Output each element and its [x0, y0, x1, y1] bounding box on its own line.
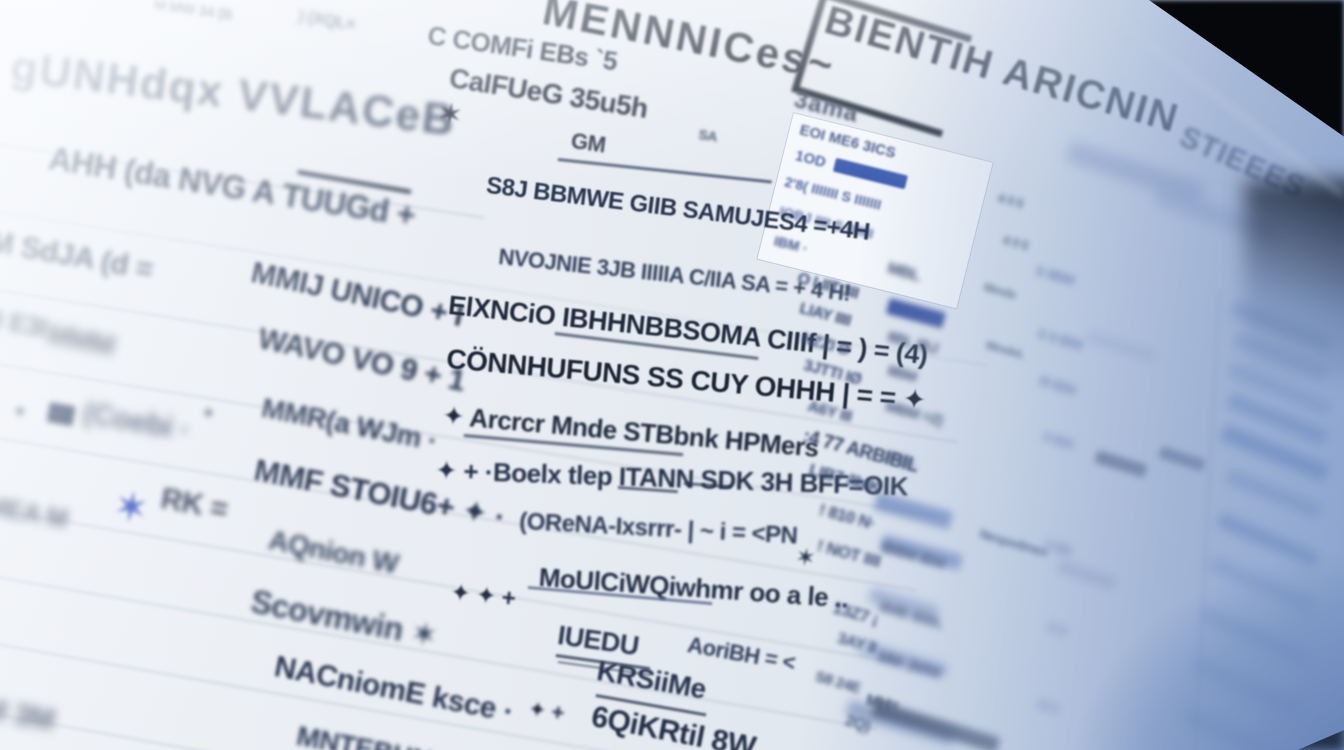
garbled-row: MMR(a WJm · — [259, 392, 440, 457]
blur-bar — [1199, 606, 1311, 667]
garbled-row: WAVO VO 9 + 1 — [255, 322, 468, 399]
garbled-list-row: S8 24E — [813, 668, 863, 698]
garbled-title-left: gUNHdqx VVLACeB — [8, 42, 459, 146]
garbled-token: 4 0 li — [996, 190, 1026, 212]
garbled-row: AQnion W — [266, 524, 401, 580]
garbled-value: III IBM — [1037, 372, 1079, 399]
garbled-label: MmdeL — [984, 338, 1027, 362]
garbled-row: CaIFUeG 35u5h — [447, 62, 650, 124]
star-icon: ✶ — [793, 542, 818, 573]
garbled-value: S IIBM — [1033, 262, 1077, 289]
garbled-row: AHH (da NVG A TUUGd + — [46, 140, 418, 234]
bezel-edge-fade — [1244, 180, 1344, 380]
ink-smear-bar — [1094, 450, 1148, 478]
garbled-fragment: RK = — [158, 482, 231, 527]
garbled-value: II IBI — [1043, 536, 1074, 560]
garbled-value: S II — [1045, 618, 1069, 640]
garbled-header-fragment: M MW 34 (B — [152, 0, 234, 24]
ink-smear-bar — [1158, 446, 1206, 472]
blur-bar — [1216, 512, 1320, 568]
garbled-row: (OReNA-Ixsrrr- | ~ i = <PN — [518, 508, 799, 550]
garbled-row: SA — [697, 126, 719, 145]
garbled-row: M SdJA (d = — [0, 225, 156, 287]
garbled-row: GM — [569, 128, 608, 158]
star-plus-mark: ✦ + — [526, 696, 566, 726]
garbled-fragment: MEA M — [0, 490, 70, 534]
blur-bar — [1189, 656, 1304, 718]
blur-bar — [1208, 556, 1316, 613]
garbled-label: Nespodmen — [977, 526, 1050, 560]
garbled-token: 4 0 li — [1001, 232, 1031, 254]
garbled-fragment: (Coebi · — [80, 396, 193, 448]
garbled-value: II BM — [1041, 428, 1076, 453]
garbled-value: 3I II — [1035, 695, 1060, 717]
garbled-label: Mmde — [982, 280, 1018, 302]
garbled-row: NACniomE ksce · — [271, 650, 517, 729]
garbled-fragment: MMM — [44, 318, 118, 362]
garbled-list-row: ! NOT IIII — [815, 536, 883, 572]
stat-box-row: 1OD — [793, 147, 828, 172]
horizontal-rule — [557, 158, 772, 184]
star-marks: ✦ ✦ + — [449, 578, 517, 613]
garbled-header-fragment: ) (XQL× — [297, 6, 357, 34]
plus-mark: + — [12, 400, 28, 424]
garbled-fragment: M 3M — [0, 692, 57, 738]
ink-blob — [46, 402, 76, 427]
star-icon: ✶ — [435, 96, 465, 134]
highlight-bar — [832, 157, 909, 190]
blur-bar — [1056, 560, 1118, 590]
plus-mark: + — [201, 402, 215, 424]
blue-star-icon: ✶ — [109, 480, 153, 534]
garbled-value: S II IBM — [1035, 325, 1085, 354]
garbled-row: Scovmwin ✶ — [247, 582, 441, 655]
garbled-row: AoriBH = < — [685, 632, 798, 676]
blur-bar — [1086, 330, 1157, 364]
garbled-fragment: 3I E3I — [0, 302, 49, 343]
